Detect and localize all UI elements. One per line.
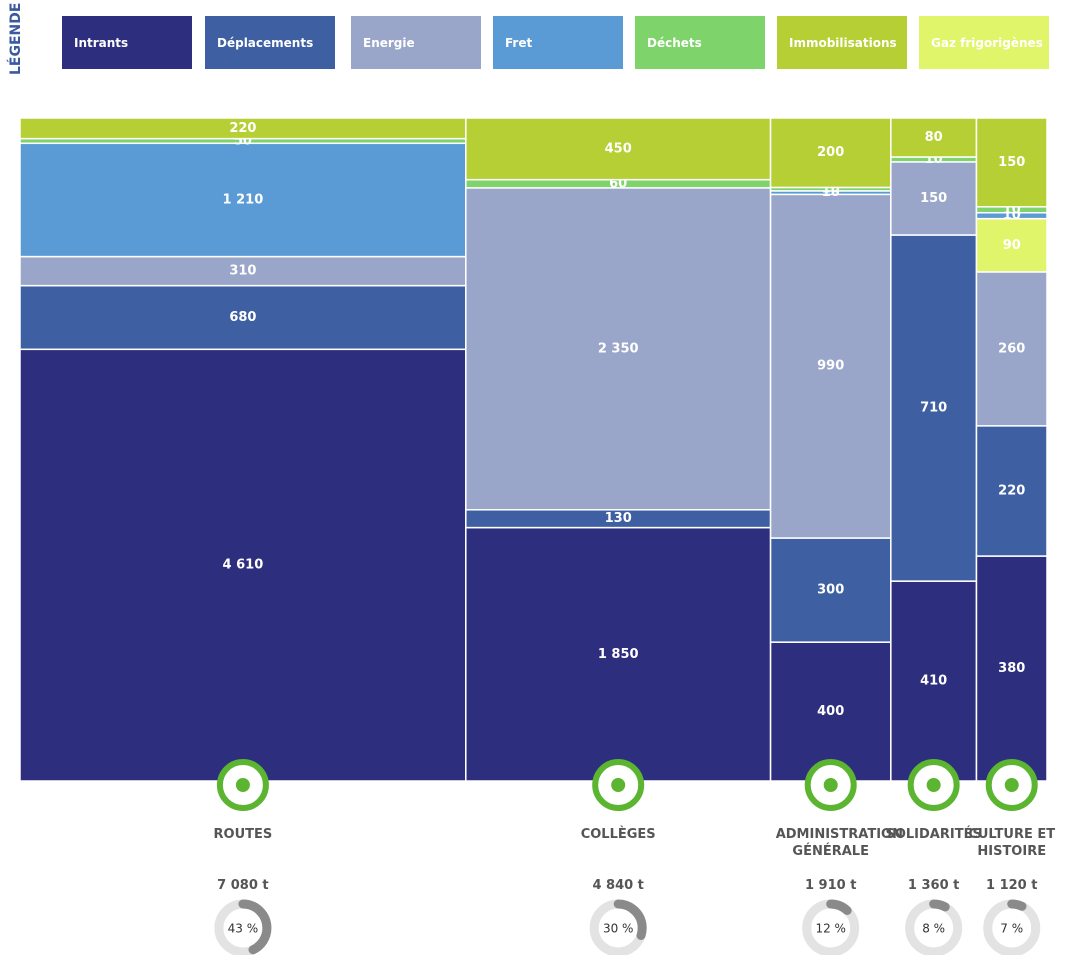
segment	[890, 234, 978, 582]
total-label: 7 080 t	[217, 878, 269, 893]
segment-label: 450	[605, 141, 632, 156]
category-label: SOLIDARITÉS	[885, 827, 982, 842]
total-label: 1 360 t	[907, 878, 960, 893]
segment-label: 90	[1003, 238, 1021, 253]
segment-label: 380	[998, 661, 1025, 676]
segment	[975, 425, 1048, 557]
segment-label: 80	[925, 130, 943, 145]
segment	[975, 555, 1048, 782]
segment	[769, 537, 892, 643]
gauge-arc	[905, 899, 963, 955]
segment-label: 400	[817, 704, 844, 719]
gauge-label: 43 %	[228, 922, 259, 936]
segment-label: 150	[998, 155, 1025, 170]
gauge-arc	[589, 899, 647, 955]
segment	[769, 193, 892, 539]
legend-item: Intrants	[62, 16, 192, 69]
segment-label: 220	[229, 121, 256, 136]
segment-label: 130	[605, 511, 632, 526]
segment	[975, 117, 1048, 208]
marker-dot	[926, 778, 941, 792]
segment-label: 710	[920, 401, 947, 416]
gauge-label: 12 %	[815, 922, 846, 936]
gauge-label: 7 %	[1000, 922, 1023, 936]
gauge-arc	[214, 899, 272, 955]
marker-dot	[611, 778, 626, 792]
segment	[19, 142, 467, 258]
marker-dot	[823, 778, 838, 792]
legend-item: Fret	[493, 16, 623, 69]
category-label: ROUTES	[213, 827, 273, 842]
legend-item: Déchets	[635, 16, 765, 69]
segment-label: 260	[998, 341, 1025, 356]
segment-label: 1 210	[223, 192, 264, 207]
segment-label: 990	[817, 359, 844, 374]
legend-item: Energie	[351, 16, 481, 69]
marker-dot	[1004, 778, 1019, 792]
gauge-arc	[802, 899, 860, 955]
segment	[19, 348, 467, 782]
segment	[769, 117, 892, 189]
segment-label: 300	[817, 583, 844, 598]
legend-item: Déplacements	[205, 16, 335, 69]
gauge-label: 30 %	[603, 922, 634, 936]
segment	[890, 580, 978, 782]
category-label: ADMINISTRATION GÉNÉRALE	[775, 827, 903, 859]
segment-label: 1 850	[598, 647, 639, 662]
segment	[19, 284, 467, 351]
gauge-arc	[983, 899, 1041, 955]
legend-item: Gaz frigorigènes	[919, 16, 1049, 69]
segment-label: 220	[998, 483, 1025, 498]
segment	[890, 117, 978, 158]
segment-label: 410	[920, 674, 947, 689]
total-label: 1 910 t	[804, 878, 857, 893]
segment-label: 2 350	[598, 341, 639, 356]
segment-label: 200	[817, 145, 844, 160]
segment	[465, 117, 772, 181]
segment	[465, 187, 772, 511]
segment-label: 310	[229, 264, 256, 279]
segment-label: 680	[229, 310, 256, 325]
total-label: 4 840 t	[592, 878, 644, 893]
category-label: COLLÈGES	[580, 827, 656, 842]
segment	[769, 641, 892, 782]
marker-dot	[235, 778, 250, 792]
segment	[890, 161, 978, 236]
segment-label: 150	[920, 191, 947, 206]
category-label: CULTURE ET HISTOIRE	[968, 827, 1056, 859]
total-label: 1 120 t	[986, 878, 1038, 893]
segment-label: 4 610	[223, 558, 264, 573]
segment	[465, 526, 772, 782]
segment	[975, 217, 1048, 273]
legend-item: Immobilisations	[777, 16, 907, 69]
gauge-label: 8 %	[922, 922, 945, 936]
